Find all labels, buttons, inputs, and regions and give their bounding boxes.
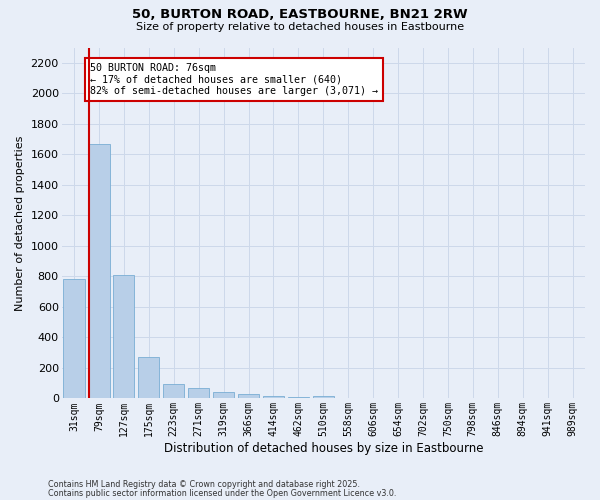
Bar (113, 275, 134, 398)
Bar (263, 396, 284, 398)
Bar (288, 397, 309, 398)
Text: 50, BURTON ROAD, EASTBOURNE, BN21 2RW: 50, BURTON ROAD, EASTBOURNE, BN21 2RW (132, 8, 468, 20)
Bar (138, 357, 160, 399)
Text: Size of property relative to detached houses in Eastbourne: Size of property relative to detached ho… (136, 22, 464, 32)
Bar (238, 394, 259, 398)
Bar (88, 144, 110, 398)
Bar (213, 392, 234, 398)
Bar (64, 280, 85, 398)
Bar (313, 396, 334, 398)
Bar (188, 388, 209, 398)
Text: Contains HM Land Registry data © Crown copyright and database right 2025.: Contains HM Land Registry data © Crown c… (48, 480, 360, 489)
X-axis label: Distribution of detached houses by size in Eastbourne: Distribution of detached houses by size … (164, 442, 483, 455)
Text: 50 BURTON ROAD: 76sqm
← 17% of detached houses are smaller (640)
82% of semi-det: 50 BURTON ROAD: 76sqm ← 17% of detached … (90, 63, 378, 96)
Bar (163, 384, 184, 398)
Text: Contains public sector information licensed under the Open Government Licence v3: Contains public sector information licen… (48, 488, 397, 498)
Y-axis label: Number of detached properties: Number of detached properties (15, 136, 25, 310)
